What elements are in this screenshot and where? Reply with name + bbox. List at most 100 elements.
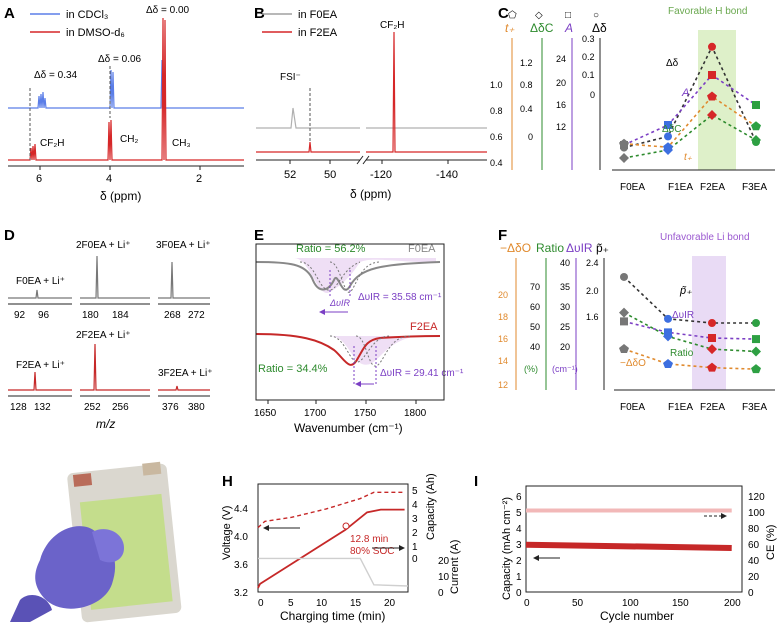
point-f-2-0 (619, 307, 629, 318)
svg-text:0.1: 0.1 (582, 70, 595, 80)
point-f-3-0 (619, 344, 629, 354)
ann-d000: Δδ = 0.00 (146, 5, 190, 16)
tick-a-6: 6 (36, 173, 42, 185)
svg-text:F0EA + Li⁺: F0EA + Li⁺ (16, 276, 65, 287)
panel-d: D F0EA + Li⁺ 2F0EA + Li⁺ 3F0EA + Li⁺ F2E… (4, 227, 212, 431)
label-c-tplus: t₊ (684, 152, 693, 163)
tick-a-4: 4 (106, 173, 112, 185)
svg-text:272: 272 (188, 310, 205, 321)
svg-text:5: 5 (288, 598, 294, 609)
series-f-3 (623, 348, 757, 370)
ylabel-h-voltage: Voltage (V) (221, 506, 233, 560)
svg-text:1.0: 1.0 (490, 80, 503, 90)
point-f-0-3 (752, 319, 760, 327)
svg-text:12: 12 (556, 122, 566, 132)
header-ddc: ΔδC (530, 21, 554, 35)
svg-text:20: 20 (384, 598, 396, 609)
header-du: ΔυIR (566, 241, 593, 255)
series-i-capacity (525, 541, 732, 551)
svg-text:F0EA: F0EA (620, 402, 645, 413)
point-c-2-0 (619, 153, 629, 163)
svg-text:1750: 1750 (354, 408, 377, 419)
svg-text:2: 2 (412, 528, 418, 539)
frame-h (257, 483, 409, 593)
svg-text:15: 15 (350, 598, 362, 609)
svg-text:1.6: 1.6 (586, 312, 599, 322)
svg-text:1700: 1700 (304, 408, 327, 419)
series-f-1 (623, 320, 757, 340)
svg-text:12.8 min: 12.8 min (350, 534, 388, 545)
soc-marker (342, 522, 350, 530)
tick-a-2: 2 (196, 173, 202, 185)
header-ratio: Ratio (536, 241, 564, 255)
marker-square-icon: □ (565, 10, 571, 21)
series-c-2 (623, 114, 757, 159)
svg-text:1800: 1800 (404, 408, 427, 419)
svg-text:0: 0 (412, 554, 418, 565)
panel-letter-h: H (222, 473, 233, 490)
ylabel-h-current: Current (A) (449, 540, 461, 594)
svg-text:2.0: 2.0 (586, 286, 599, 296)
svg-text:2F2EA + Li⁺: 2F2EA + Li⁺ (76, 330, 130, 341)
svg-text:1650: 1650 (254, 408, 277, 419)
svg-text:10: 10 (316, 598, 328, 609)
header-a: A (564, 21, 573, 35)
panel-f: F −ΔδO Ratio ΔυIR p̃₊ 12 14 16 18 20 40 50 60 7… (498, 227, 775, 413)
point-c-3-2 (707, 91, 717, 101)
svg-text:20: 20 (498, 290, 508, 300)
svg-text:70: 70 (530, 282, 540, 292)
point-c-2-2 (707, 110, 717, 120)
legend-dmso: in DMSO-d₆ (66, 27, 125, 39)
svg-text:1: 1 (516, 572, 522, 583)
marker-diamond-icon: ◇ (535, 10, 543, 21)
panel-letter-a: A (4, 5, 15, 22)
svg-text:180: 180 (82, 310, 99, 321)
legend-f2ea: in F2EA (298, 27, 338, 39)
panel-a: A in CDCl₃ in DMSO-d₆ Δδ = 0.34 Δδ = 0.0… (4, 5, 244, 203)
svg-text:0.2: 0.2 (582, 52, 595, 62)
svg-text:10: 10 (438, 572, 450, 583)
svg-text:3F2EA + Li⁺: 3F2EA + Li⁺ (158, 368, 212, 379)
tick-b-m120: -120 (370, 169, 392, 181)
ylabel-i-capacity: Capacity (mAh cm⁻²) (501, 497, 513, 600)
panel-i: I 0 1 2 3 4 5 6 0 20 40 60 80 100 120 0 50 100 1… (474, 473, 777, 623)
series-h-voltage (257, 508, 405, 589)
header-dd: Δδ (592, 21, 607, 35)
svg-text:60: 60 (748, 540, 760, 551)
svg-text:20: 20 (560, 342, 570, 352)
panel-b: B in F0EA in F2EA FSI⁻ CF₂H 52 50 -120 -… (254, 5, 487, 201)
legend-cdcl3: in CDCl₃ (66, 9, 108, 21)
svg-text:0: 0 (528, 132, 533, 142)
svg-text:80: 80 (748, 524, 760, 535)
tick-b-52: 52 (284, 169, 296, 181)
svg-text:F0EA: F0EA (620, 182, 645, 193)
svg-text:252: 252 (84, 402, 101, 413)
svg-text:4.4: 4.4 (234, 504, 248, 515)
xlabel-d: m/z (96, 417, 115, 431)
point-f-0-2 (708, 319, 716, 327)
point-c-3-1 (663, 142, 673, 152)
svg-text:20: 20 (438, 556, 450, 567)
svg-text:50: 50 (530, 322, 540, 332)
svg-text:0.4: 0.4 (520, 104, 533, 114)
series-h-current (258, 557, 409, 587)
highlight-label-f: Unfavorable Li bond (660, 232, 750, 243)
svg-text:132: 132 (34, 402, 51, 413)
svg-text:16: 16 (556, 100, 566, 110)
ann-cf2h: CF₂H (40, 138, 64, 149)
label-f-p: p̃₊ (679, 285, 692, 297)
ylabel-i-ce: CE (%) (765, 525, 777, 560)
panel-letter-i: I (474, 473, 478, 490)
svg-text:0: 0 (590, 90, 595, 100)
point-c-2-3 (751, 135, 761, 145)
svg-text:F1EA: F1EA (668, 182, 693, 193)
svg-text:25: 25 (560, 322, 570, 332)
svg-text:0.4: 0.4 (490, 158, 503, 168)
ir-f0ea (255, 261, 441, 291)
svg-text:380: 380 (188, 402, 205, 413)
ir-f2ea (255, 333, 441, 366)
point-f-0-0 (620, 272, 628, 281)
label-f0ea: F0EA (408, 243, 436, 255)
